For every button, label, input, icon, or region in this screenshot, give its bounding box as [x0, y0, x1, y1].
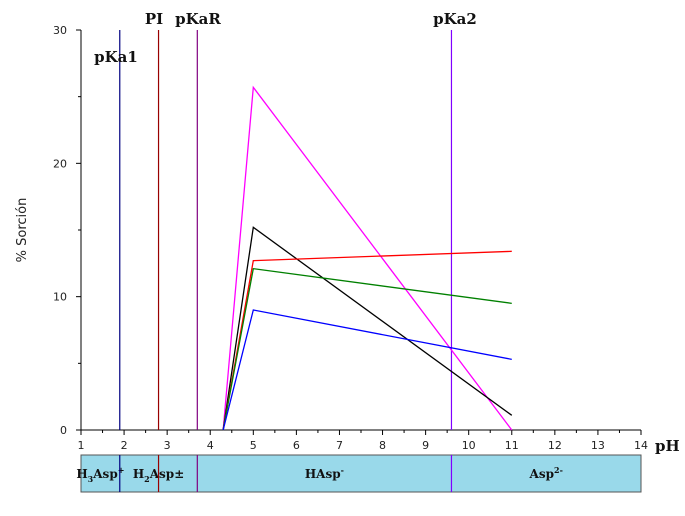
- vline-label-pkar: pKaR: [175, 10, 221, 28]
- x-tick-label: 7: [336, 439, 343, 452]
- y-tick-label: 30: [53, 24, 67, 37]
- x-tick-label: 8: [379, 439, 386, 452]
- vline-label-pi: PI: [145, 10, 163, 28]
- y-tick-label: 20: [53, 157, 67, 170]
- series-line-2: [222, 226, 513, 431]
- x-tick-label: 11: [505, 439, 519, 452]
- species-label: H3Asp+: [76, 465, 124, 484]
- series-line-5: [222, 309, 512, 431]
- species-label: HAsp-: [305, 465, 344, 481]
- y-axis-title: % Sorción: [15, 198, 30, 263]
- series-line-4: [222, 267, 512, 431]
- vline-label-pka1: pKa1: [94, 48, 138, 66]
- series-lines: [222, 85, 513, 431]
- x-tick-label: 13: [591, 439, 605, 452]
- x-tick-label: 5: [250, 439, 257, 452]
- x-axis-title: pH: [655, 437, 680, 455]
- species-bar-background: [80, 454, 642, 493]
- x-tick-label: 4: [207, 439, 214, 452]
- species-label: Asp2-: [529, 465, 563, 481]
- x-tick-label: 10: [462, 439, 476, 452]
- x-tick-label: 2: [121, 439, 128, 452]
- vline-label-pka2: pKa2: [433, 10, 477, 28]
- series-line-1: [222, 85, 513, 431]
- x-tick-label: 14: [634, 439, 648, 452]
- series-line-3: [222, 250, 512, 431]
- y-tick-label: 10: [53, 291, 67, 304]
- y-tick-label: 0: [60, 424, 67, 437]
- x-tick-label: 12: [548, 439, 562, 452]
- x-tick-label: 9: [422, 439, 429, 452]
- x-tick-label: 6: [293, 439, 300, 452]
- species-bar: H3Asp+ H2Asp± HAsp- Asp2-: [76, 454, 642, 493]
- x-tick-label: 1: [78, 439, 85, 452]
- species-label: H2Asp±: [133, 467, 184, 484]
- pka-lines: pKa1 PI pKaR pKa2: [94, 10, 477, 430]
- x-tick-label: 3: [164, 439, 171, 452]
